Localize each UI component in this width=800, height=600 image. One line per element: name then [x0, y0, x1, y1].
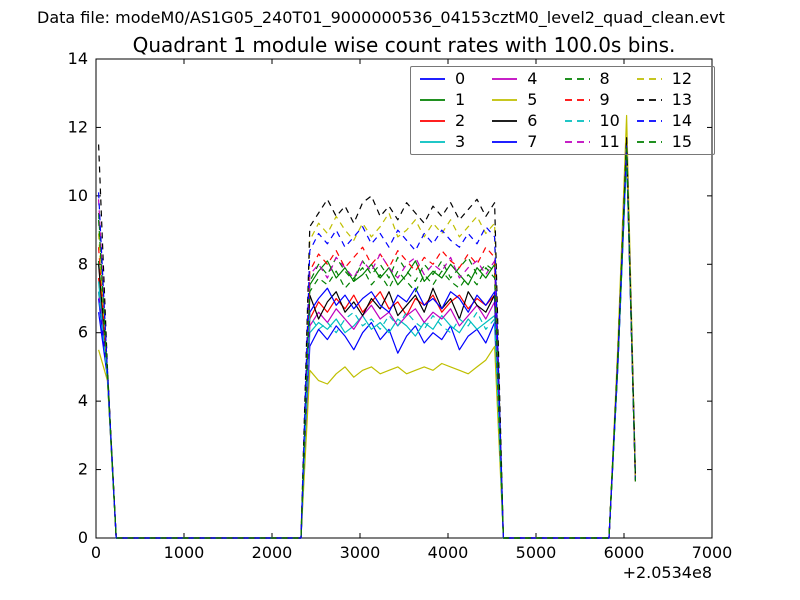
x-tick-label: 4000 [428, 543, 469, 562]
legend-label: 0 [455, 69, 466, 89]
legend-entry-0: 0 [419, 69, 491, 90]
x-tick-label: 1000 [164, 543, 205, 562]
series-line-10 [98, 154, 636, 539]
legend-entry-4: 4 [491, 69, 563, 90]
legend-entry-12: 12 [636, 69, 708, 90]
series-line-8 [98, 140, 636, 539]
legend-line-sample [420, 120, 445, 122]
legend-label: 13 [671, 90, 693, 110]
x-tick-label: 0 [91, 543, 101, 562]
y-tick-label: 4 [78, 391, 88, 410]
series-line-12 [98, 140, 636, 539]
legend-entry-6: 6 [491, 111, 563, 132]
y-tick-label: 8 [78, 254, 88, 273]
legend-label: 12 [671, 69, 693, 89]
series-line-13 [98, 137, 636, 539]
series-line-15 [98, 147, 636, 539]
legend-line-sample [420, 99, 445, 101]
legend-line-sample [492, 140, 518, 143]
legend-line-sample [636, 99, 662, 101]
legend-label: 11 [599, 131, 620, 151]
legend-line-sample [636, 140, 662, 143]
legend: 0 4 8 12 1 5 9 13 2 6 10 14 3 7 11 15 [410, 66, 715, 155]
chart-title: Quadrant 1 module wise count rates with … [132, 33, 676, 57]
x-tick-label: 2000 [252, 543, 293, 562]
legend-line-sample [564, 99, 590, 101]
x-tick-label: 3000 [340, 543, 381, 562]
legend-label: 1 [455, 90, 466, 110]
legend-entry-10: 10 [564, 111, 636, 132]
legend-label: 5 [527, 90, 538, 110]
y-tick-label: 14 [68, 49, 88, 68]
legend-label: 3 [455, 131, 466, 151]
x-axis-offset-label: +2.0534e8 [622, 563, 712, 582]
legend-entry-7: 7 [491, 131, 563, 152]
legend-entry-2: 2 [419, 111, 491, 132]
y-tick-label: 2 [78, 460, 88, 479]
legend-label: 9 [599, 90, 610, 110]
legend-line-sample [564, 120, 590, 122]
legend-line-sample [420, 78, 445, 81]
y-tick-label: 6 [78, 323, 88, 342]
y-tick-label: 12 [68, 117, 88, 136]
legend-entry-13: 13 [636, 90, 708, 111]
legend-line-sample [492, 99, 518, 101]
axes-frame [95, 58, 713, 539]
legend-entry-8: 8 [564, 69, 636, 90]
x-tick-label: 5000 [516, 543, 557, 562]
legend-line-sample [564, 140, 590, 143]
x-tick-label: 7000 [692, 543, 733, 562]
legend-entry-14: 14 [636, 111, 708, 132]
x-tick-label: 6000 [604, 543, 645, 562]
y-tick-label: 0 [78, 528, 88, 547]
legend-line-sample [492, 120, 518, 122]
legend-entry-15: 15 [636, 131, 708, 152]
legend-label: 15 [671, 131, 693, 151]
legend-line-sample [420, 140, 445, 143]
legend-label: 7 [527, 131, 538, 151]
legend-label: 8 [599, 69, 610, 89]
series-line-9 [98, 147, 636, 539]
legend-entry-5: 5 [491, 90, 563, 111]
legend-label: 6 [527, 110, 538, 130]
legend-entry-11: 11 [564, 131, 636, 152]
series-line-7 [98, 150, 636, 539]
data-file-label: Data file: modeM0/AS1G05_240T01_90000005… [37, 8, 725, 27]
series-line-11 [98, 143, 636, 539]
legend-label: 2 [455, 110, 466, 130]
legend-entry-3: 3 [419, 131, 491, 152]
legend-label: 10 [599, 110, 620, 130]
legend-entry-1: 1 [419, 90, 491, 111]
series-line-14 [98, 143, 636, 539]
legend-line-sample [636, 78, 662, 81]
legend-entry-9: 9 [564, 90, 636, 111]
legend-line-sample [564, 78, 590, 81]
y-tick-label: 10 [68, 186, 88, 205]
series-line-5 [98, 114, 636, 539]
legend-label: 4 [527, 69, 538, 89]
legend-line-sample [636, 120, 662, 122]
legend-label: 14 [671, 110, 693, 130]
legend-line-sample [492, 78, 518, 81]
